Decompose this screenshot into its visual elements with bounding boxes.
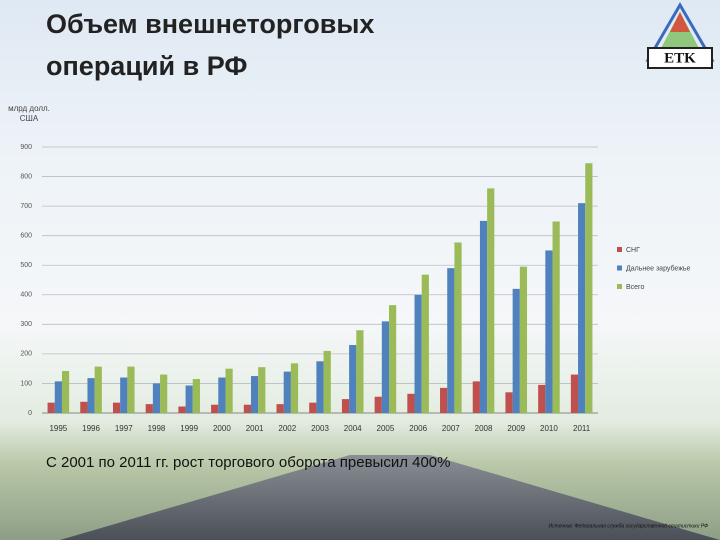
x-tick-label: 1996 — [82, 424, 100, 433]
bar — [127, 366, 135, 413]
source: Источник: Федеральная служба государстве… — [549, 522, 708, 529]
y-tick-label: 600 — [20, 233, 32, 240]
y-tick-label: 800 — [20, 173, 32, 180]
x-tick-label: 1999 — [180, 424, 198, 433]
bar — [389, 305, 397, 413]
bar — [47, 402, 55, 413]
y-tick-label: 200 — [20, 351, 32, 358]
bar — [309, 402, 317, 413]
bar — [316, 361, 324, 413]
bar — [192, 379, 200, 413]
bar — [585, 163, 593, 413]
y-tick-label: 700 — [20, 203, 32, 210]
x-tick-label: 2006 — [409, 424, 427, 433]
x-tick-label: 2008 — [475, 424, 493, 433]
bar — [381, 321, 390, 413]
bar — [447, 268, 455, 413]
bar — [349, 345, 357, 413]
x-tick-label: 2010 — [540, 424, 558, 433]
x-tick-label: 2001 — [246, 424, 264, 433]
bar — [374, 396, 382, 413]
bar — [61, 371, 70, 413]
bar — [512, 288, 520, 413]
bar — [487, 188, 495, 413]
x-tick-label: 2005 — [377, 424, 395, 433]
bar — [323, 350, 331, 413]
bar — [570, 374, 579, 413]
bar — [454, 242, 462, 413]
bar — [538, 384, 546, 413]
legend-label: Всего — [626, 284, 644, 291]
bar — [472, 381, 480, 413]
x-tick-label: 1995 — [49, 424, 67, 433]
bar — [225, 368, 233, 413]
legend-label: СНГ — [626, 247, 640, 254]
x-tick-label: 2011 — [573, 424, 591, 433]
bar — [54, 381, 62, 413]
bar — [440, 387, 448, 413]
bar — [421, 274, 429, 413]
bar — [152, 383, 161, 413]
bar — [250, 376, 259, 413]
bar — [258, 367, 266, 413]
x-tick-label: 2000 — [213, 424, 231, 433]
bar — [290, 363, 299, 413]
bar — [94, 366, 102, 413]
y-tick-label: 400 — [20, 292, 32, 299]
y-tick-label: 900 — [20, 144, 32, 151]
bar — [479, 220, 488, 413]
bar — [145, 404, 153, 413]
bar — [185, 385, 193, 413]
bar — [178, 406, 186, 413]
legend-swatch — [617, 284, 622, 289]
bar — [80, 401, 88, 413]
x-tick-label: 2009 — [507, 424, 525, 433]
bar — [552, 221, 560, 413]
logo: ETK — [645, 2, 715, 69]
x-tick-label: 2002 — [278, 424, 296, 433]
y-tick-label: 500 — [20, 262, 32, 269]
y-tick-label: 100 — [20, 380, 32, 387]
bar — [414, 294, 422, 413]
title-line: Объем внешнеторговых — [46, 9, 374, 39]
legend-swatch — [617, 247, 622, 252]
bar — [505, 392, 513, 413]
bar — [545, 250, 553, 413]
bar — [120, 377, 128, 413]
x-tick-label: 2007 — [442, 424, 460, 433]
title-line: операций в РФ — [46, 51, 247, 81]
x-tick-label: 2004 — [344, 424, 362, 433]
bar — [341, 399, 350, 413]
x-tick-label: 2003 — [311, 424, 329, 433]
bar — [578, 203, 586, 413]
legend-swatch — [617, 265, 622, 271]
road — [60, 455, 720, 540]
bar — [283, 371, 291, 413]
bar — [211, 404, 219, 413]
x-tick-label: 1998 — [148, 424, 166, 433]
bar — [160, 374, 168, 413]
bar — [243, 404, 251, 413]
bar — [276, 404, 284, 413]
bar — [218, 377, 226, 413]
bar — [519, 266, 528, 413]
y-axis-label-box: млрд долл. США — [8, 104, 50, 123]
bar — [112, 402, 121, 413]
logo-text: ETK — [664, 50, 696, 66]
x-tick-label: 1997 — [115, 424, 133, 433]
y-tick-label: 300 — [20, 321, 32, 328]
y-axis-label: млрд долл. США — [8, 104, 50, 123]
caption: С 2001 по 2011 гг. рост торгового оборот… — [46, 454, 451, 471]
bar — [356, 330, 364, 413]
bar — [87, 378, 95, 413]
y-tick-label: 0 — [28, 410, 32, 417]
legend-label: Дальнее зарубежье — [626, 264, 691, 272]
bar — [407, 393, 415, 413]
